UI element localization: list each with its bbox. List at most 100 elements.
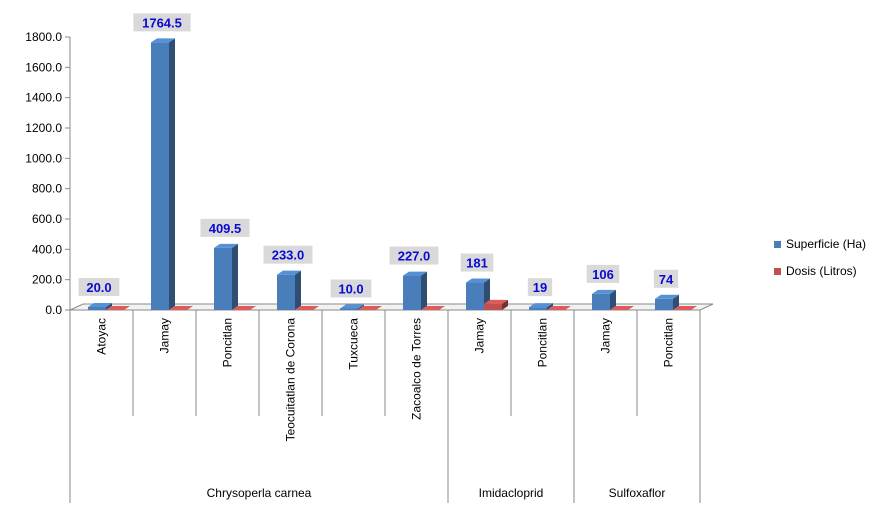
y-tick-label: 1000.0 [25,151,62,165]
legend-label: Superficie (Ha) [786,237,866,251]
legend-item: Dosis (Litros) [774,264,857,278]
data-label-box [527,278,553,297]
bar-superficie-side [232,243,238,310]
bar-superficie-top [340,304,364,309]
bar-superficie-front [340,308,358,310]
data-label-box [78,277,120,296]
data-label: 409.5 [200,218,250,237]
bar-dosis-top [547,306,571,310]
data-label-text: 20.0 [86,280,111,295]
data-label-text: 181 [466,256,488,271]
data-label-text: 227.0 [398,249,431,264]
x-tick-label: Poncitlan [662,318,676,367]
data-label-text: 409.5 [209,221,242,236]
x-tick-label: Jamay [158,318,172,353]
data-label: 19 [527,278,553,297]
y-tick-label: 600.0 [32,212,62,226]
bar-superficie-side [421,271,427,310]
bar-dosis [358,306,382,310]
legend-item: Superficie (Ha) [774,237,866,251]
bar-dosis [421,306,445,310]
x-tick-label: Tuxcueca [347,318,361,370]
data-label-box [263,245,313,264]
x-tick-label: Jamay [599,318,613,353]
x-tick-label: Zacoalco de Torres [410,318,424,420]
bar-dosis-front [484,303,502,310]
bar-superficie-top [88,302,112,307]
bar-dosis-top [295,306,319,310]
bar-dosis-side [502,299,508,310]
bar-superficie-side [169,38,175,311]
bar-dosis-top [484,299,508,304]
data-label-box [460,253,494,272]
x-group-label: Chrysoperla carnea [207,486,312,500]
x-group-label: Sulfoxaflor [609,486,666,500]
bar-superficie-top [655,294,679,299]
data-label-text: 74 [659,272,674,287]
bar-dosis [673,306,697,310]
bar-superficie-top [277,270,301,275]
bar-superficie-front [151,42,169,311]
bar-dosis-top [232,306,256,310]
data-label-text: 1764.5 [142,15,182,30]
legend-swatch [774,268,781,275]
bar-superficie-top [529,303,553,308]
data-label: 10.0 [330,279,372,298]
x-tick-label: Jamay [473,318,487,353]
data-label-text: 233.0 [272,248,305,263]
bar-dosis-top [673,306,697,310]
bar-superficie-front [592,293,610,310]
bars [88,38,697,311]
bar-superficie-side [547,303,553,310]
bar-superficie-front [655,298,673,310]
bar-superficie-front [403,275,421,310]
data-label: 74 [653,269,679,288]
bar-superficie-top [466,278,490,283]
data-label-text: 106 [592,267,614,282]
data-label-box [389,246,439,265]
bar-superficie-side [610,289,616,310]
x-tick-label: Poncitlan [536,318,550,367]
data-label-text: 10.0 [338,281,363,296]
data-label-text: 19 [533,280,547,295]
bar-dosis [547,306,571,310]
y-tick-label: 0.0 [45,303,62,317]
bar-superficie-top [592,289,616,294]
bar-dosis-top [169,306,193,310]
bar-dosis-top [421,306,445,310]
bar-superficie-front [88,306,106,310]
data-label-box [330,279,372,298]
x-tick-label: Atoyac [95,318,109,355]
data-label-box [200,218,250,237]
bar-superficie-side [358,304,364,310]
bar-superficie [88,302,112,310]
x-group-label: Imidacloprid [479,486,544,500]
bar-dosis [232,306,256,310]
x-tick-label: Teocuitatlan de Corona [284,318,298,442]
data-label: 20.0 [78,277,120,296]
bar-superficie [403,271,427,310]
bar-superficie-side [106,302,112,310]
x-tick-label: Poncitlan [221,318,235,367]
data-label-box [653,269,679,288]
legend: Superficie (Ha) Dosis (Litros) [774,237,866,278]
data-label: 227.0 [389,246,439,265]
bar-superficie-front [277,274,295,310]
data-label-box [133,13,191,32]
bar-superficie-side [295,270,301,310]
legend-label: Dosis (Litros) [786,264,857,278]
bar-superficie-front [529,307,547,310]
bar-superficie [151,38,175,311]
data-label: 1764.5 [133,13,191,32]
data-label: 106 [586,264,620,283]
bar-superficie [277,270,301,310]
bar-superficie [340,304,364,310]
bar-superficie-top [403,271,427,276]
bar-superficie-front [214,247,232,310]
y-tick-label: 1800.0 [25,30,62,44]
y-tick-label: 1400.0 [25,91,62,105]
bar-dosis [295,306,319,310]
data-labels: 20.0 1764.5 409.5 233.0 10.0 227.0 181 19 106 74 [78,13,679,298]
bar-dosis-top [610,306,634,310]
